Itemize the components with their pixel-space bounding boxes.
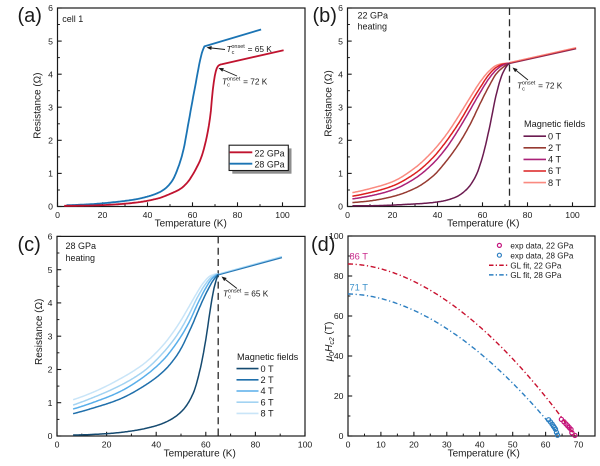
svg-text:cell 1: cell 1	[62, 14, 83, 24]
svg-text:6 T: 6 T	[548, 166, 561, 176]
svg-text:6: 6	[338, 3, 343, 13]
svg-text:1: 1	[48, 398, 53, 408]
svg-text:71 T: 71 T	[350, 283, 369, 293]
svg-text:2 T: 2 T	[548, 143, 561, 153]
svg-text:40: 40	[433, 210, 443, 220]
svg-text:20: 20	[102, 440, 112, 450]
svg-text:86 T: 86 T	[350, 252, 369, 262]
svg-text:2 T: 2 T	[261, 375, 274, 385]
svg-text:100: 100	[275, 210, 290, 220]
svg-text:Resistance (Ω): Resistance (Ω)	[34, 299, 45, 365]
svg-text:Temperature (K): Temperature (K)	[447, 218, 519, 229]
svg-text:22 GPa: 22 GPa	[358, 11, 389, 21]
svg-text:3: 3	[48, 331, 53, 341]
svg-text:Temperature (K): Temperature (K)	[164, 448, 236, 459]
svg-text:60: 60	[478, 210, 488, 220]
svg-text:2: 2	[48, 365, 53, 375]
svg-text:60: 60	[541, 440, 551, 450]
svg-text:60: 60	[201, 440, 211, 450]
svg-text:0 T: 0 T	[261, 364, 274, 374]
svg-text:4: 4	[48, 69, 53, 79]
svg-text:100: 100	[565, 210, 580, 220]
svg-text:6: 6	[48, 3, 53, 13]
svg-text:4 T: 4 T	[548, 155, 561, 165]
svg-text:8 T: 8 T	[548, 178, 561, 188]
svg-text:6 T: 6 T	[261, 397, 274, 407]
svg-text:2: 2	[338, 136, 343, 146]
svg-text:5: 5	[48, 265, 53, 275]
svg-text:40: 40	[475, 440, 485, 450]
svg-text:0: 0	[345, 210, 350, 220]
svg-text:(b): (b)	[313, 5, 337, 27]
svg-text:20: 20	[334, 391, 344, 401]
svg-text:60: 60	[334, 311, 344, 321]
svg-text:0: 0	[338, 202, 343, 212]
svg-text:80: 80	[251, 440, 261, 450]
svg-text:exp data, 22 GPa: exp data, 22 GPa	[510, 242, 573, 251]
svg-text:1: 1	[338, 169, 343, 179]
svg-text:0: 0	[48, 431, 53, 441]
svg-text:Magnetic fields: Magnetic fields	[237, 352, 299, 362]
svg-text:28 GPa: 28 GPa	[66, 241, 97, 251]
svg-text:40: 40	[151, 440, 161, 450]
svg-text:70: 70	[574, 440, 584, 450]
svg-text:Resistance (Ω): Resistance (Ω)	[324, 70, 335, 136]
svg-text:60: 60	[188, 210, 198, 220]
svg-text:100: 100	[329, 231, 344, 241]
svg-text:1: 1	[48, 169, 53, 179]
svg-text:20: 20	[388, 210, 398, 220]
svg-text:5: 5	[48, 36, 53, 46]
svg-text:Temperature (K): Temperature (K)	[448, 448, 520, 459]
svg-text:5: 5	[338, 36, 343, 46]
svg-text:(a): (a)	[18, 5, 42, 27]
svg-text:GL fit, 22 GPa: GL fit, 22 GPa	[510, 261, 561, 270]
svg-text:0: 0	[55, 440, 60, 450]
svg-text:3: 3	[338, 103, 343, 113]
svg-text:heating: heating	[358, 22, 388, 32]
svg-text:20: 20	[409, 440, 419, 450]
svg-text:0: 0	[48, 202, 53, 212]
svg-text:3: 3	[48, 103, 53, 113]
svg-text:22 GPa: 22 GPa	[255, 148, 285, 158]
svg-text:(d): (d)	[311, 234, 335, 256]
svg-text:exp data, 28 GPa: exp data, 28 GPa	[510, 251, 573, 260]
svg-text:heating: heating	[66, 253, 96, 263]
svg-text:μ0Hc2 (T): μ0Hc2 (T)	[324, 322, 336, 363]
svg-text:6: 6	[48, 232, 53, 242]
svg-text:80: 80	[233, 210, 243, 220]
svg-text:0: 0	[339, 431, 344, 441]
svg-text:0: 0	[55, 210, 60, 220]
svg-text:Temperature (K): Temperature (K)	[155, 218, 227, 229]
svg-text:Resistance (Ω): Resistance (Ω)	[33, 73, 44, 139]
svg-text:4 T: 4 T	[261, 386, 274, 396]
svg-text:2: 2	[48, 136, 53, 146]
svg-text:4: 4	[338, 69, 343, 79]
svg-text:4: 4	[48, 298, 53, 308]
svg-text:20: 20	[98, 210, 108, 220]
svg-text:(c): (c)	[18, 234, 41, 256]
svg-text:GL fit, 28 GPa: GL fit, 28 GPa	[510, 271, 561, 280]
svg-text:40: 40	[143, 210, 153, 220]
svg-text:10: 10	[376, 440, 386, 450]
svg-text:40: 40	[334, 351, 344, 361]
svg-text:Magnetic fields: Magnetic fields	[524, 119, 586, 129]
svg-text:28 GPa: 28 GPa	[255, 160, 285, 170]
svg-text:0 T: 0 T	[548, 131, 561, 141]
svg-text:80: 80	[523, 210, 533, 220]
svg-text:8 T: 8 T	[261, 409, 274, 419]
svg-text:0: 0	[346, 440, 351, 450]
svg-text:80: 80	[334, 271, 344, 281]
svg-text:100: 100	[298, 440, 313, 450]
svg-text:50: 50	[508, 440, 518, 450]
svg-text:30: 30	[442, 440, 452, 450]
